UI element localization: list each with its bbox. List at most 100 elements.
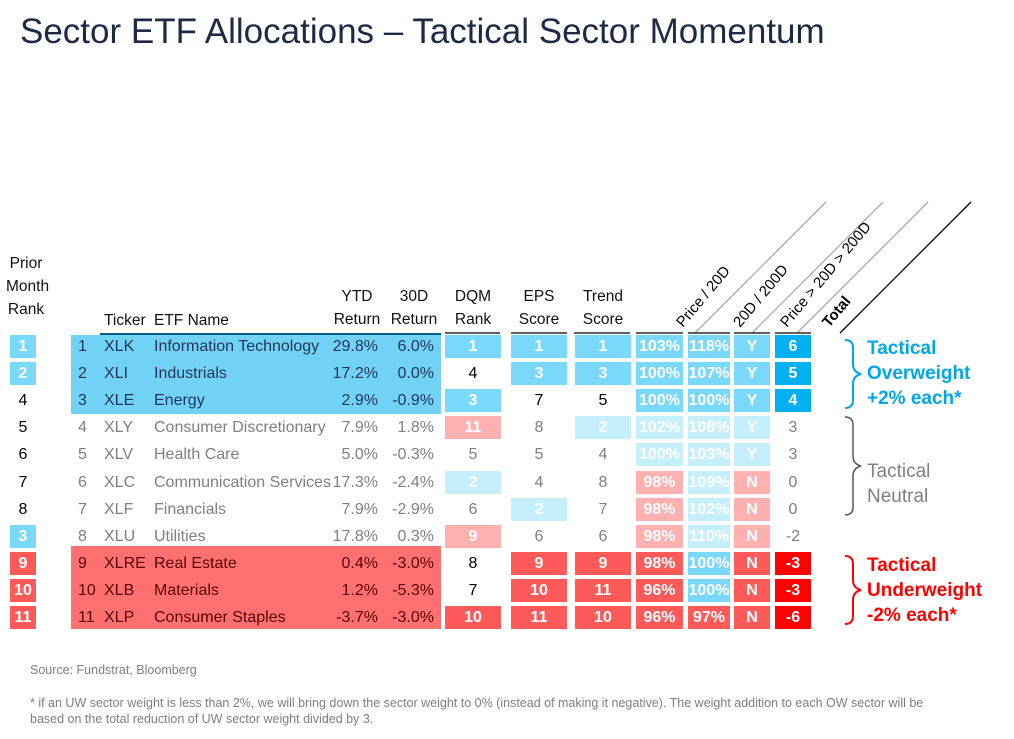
price-trend-cell: N [734,606,770,629]
20d-200d-cell: 118% [688,335,730,358]
prior-rank-cell: 4 [18,392,28,410]
header-line: Rank [7,301,45,318]
overweight-label: Tactical Overweight +2% each* [867,336,970,411]
header-line: Score [518,311,560,328]
row-number: 5 [78,446,87,464]
trend-score-cell: 2 [575,416,631,440]
total-cell: -2 [785,527,801,545]
prior-rank-cell: 8 [18,500,28,518]
prior-rank-cell: 11 [10,606,36,629]
ytd-return: 7.9% [341,500,378,518]
diagonal-divider [796,201,929,334]
price-20d-cell: 98% [636,470,683,494]
trend-score-cell: 9 [575,551,631,575]
header-line: Score [582,311,624,328]
trend-score-cell: 3 [575,362,631,386]
neutral-brace [844,416,862,516]
price-trend-cell: N [734,470,770,494]
row-number: 9 [78,554,87,572]
ticker: XLK [104,338,135,355]
price-20d-cell: 100% [636,362,683,386]
20d-200d-cell: 100% [688,389,730,413]
total-cell: 0 [788,500,798,518]
source-note: Source: Fundstrat, Bloomberg [30,663,197,677]
total-header: Total [819,293,854,331]
header-line: 30D [399,288,429,305]
price-trend-cell: N [734,497,770,521]
total-cell: 0 [788,473,798,491]
prior-rank-cell: 9 [10,551,36,575]
trend-score-cell: 1 [575,335,631,358]
etf-name: Consumer Staples [154,609,286,626]
etf-name: Utilities [154,527,206,545]
eps-score-cell: 1 [511,335,567,358]
ticker: XLV [104,446,134,464]
ticker: XLF [104,500,134,518]
label-line: Overweight [867,363,971,384]
price-20d-cell: 103% [636,335,683,358]
diagonal-divider [694,201,827,334]
ticker: XLY [104,419,134,437]
page-title: Sector ETF Allocations – Tactical Sector… [20,12,825,51]
row-number: 6 [78,473,87,491]
etf-name: Materials [154,581,219,599]
dqm-rank-cell: 6 [468,500,478,518]
dqm-rank-cell: 4 [468,365,478,383]
ticker: XLI [104,365,129,383]
header-line: Trend [583,288,623,305]
diagonal-divider [839,201,972,334]
etf-name: Financials [154,500,227,518]
dqm-rank-cell: 1 [445,335,501,358]
ticker: XLE [104,392,135,410]
trend-score-cell: 10 [575,606,631,629]
dqm-rank-cell: 7 [468,581,478,599]
etf-name-header: ETF Name [154,312,229,329]
d30-header: 30D Return [387,285,441,331]
header-line: YTD [341,288,373,305]
prior-rank-cell: 5 [18,419,28,437]
footnote: * if an UW sector weight is less than 2%… [30,696,924,726]
trend-score-cell: 6 [598,527,608,545]
price-trend-cell: N [734,524,770,548]
header-line: Month [6,278,50,295]
etf-name: Communication Services [154,473,331,491]
30d-return: -3.0% [392,609,434,626]
20d-200d-cell: 109% [688,470,730,494]
price-20d-cell: 102% [636,416,683,440]
price-20d-cell: 98% [636,524,683,548]
30d-return: -2.9% [392,500,434,518]
label-line: Tactical [867,461,931,482]
overweight-block [71,335,441,414]
ticker-header: Ticker [104,312,146,329]
ticker: XLB [104,581,135,599]
etf-name: Information Technology [154,338,320,355]
row-number: 8 [78,527,87,545]
header-line: Return [390,311,438,328]
20d-200d-cell: 100% [688,551,730,575]
ytd-return: 1.2% [341,581,378,599]
price-20d-header: Price / 20D [673,263,734,331]
30d-return: 1.8% [397,419,434,437]
prior-rank-header: Prior Month Rank [6,252,50,321]
ticker: XLP [104,609,135,626]
etf-name: Real Estate [154,554,237,572]
dqm-rank-cell: 11 [445,416,501,440]
ytd-return: 5.0% [341,446,378,464]
eps-score-cell: 3 [511,362,567,386]
label-line: Underweight [867,580,983,601]
row-number: 4 [78,419,87,437]
ytd-return: 17.2% [332,365,378,383]
header-line: Prior [9,255,43,272]
total-cell: 3 [788,419,798,437]
ytd-return: 17.8% [332,527,378,545]
price-20d-cell: 98% [636,497,683,521]
etf-name: Health Care [154,446,240,464]
prior-rank-cell: 6 [18,446,28,464]
price-trend-cell: N [734,551,770,575]
total-cell: 3 [788,446,798,464]
dqm-rank-cell: 5 [468,446,478,464]
eps-score-cell: 11 [511,606,567,629]
dqm-rank-cell: 3 [445,389,501,413]
20d-200d-cell: 102% [688,497,730,521]
ytd-return: -3.7% [336,609,378,626]
